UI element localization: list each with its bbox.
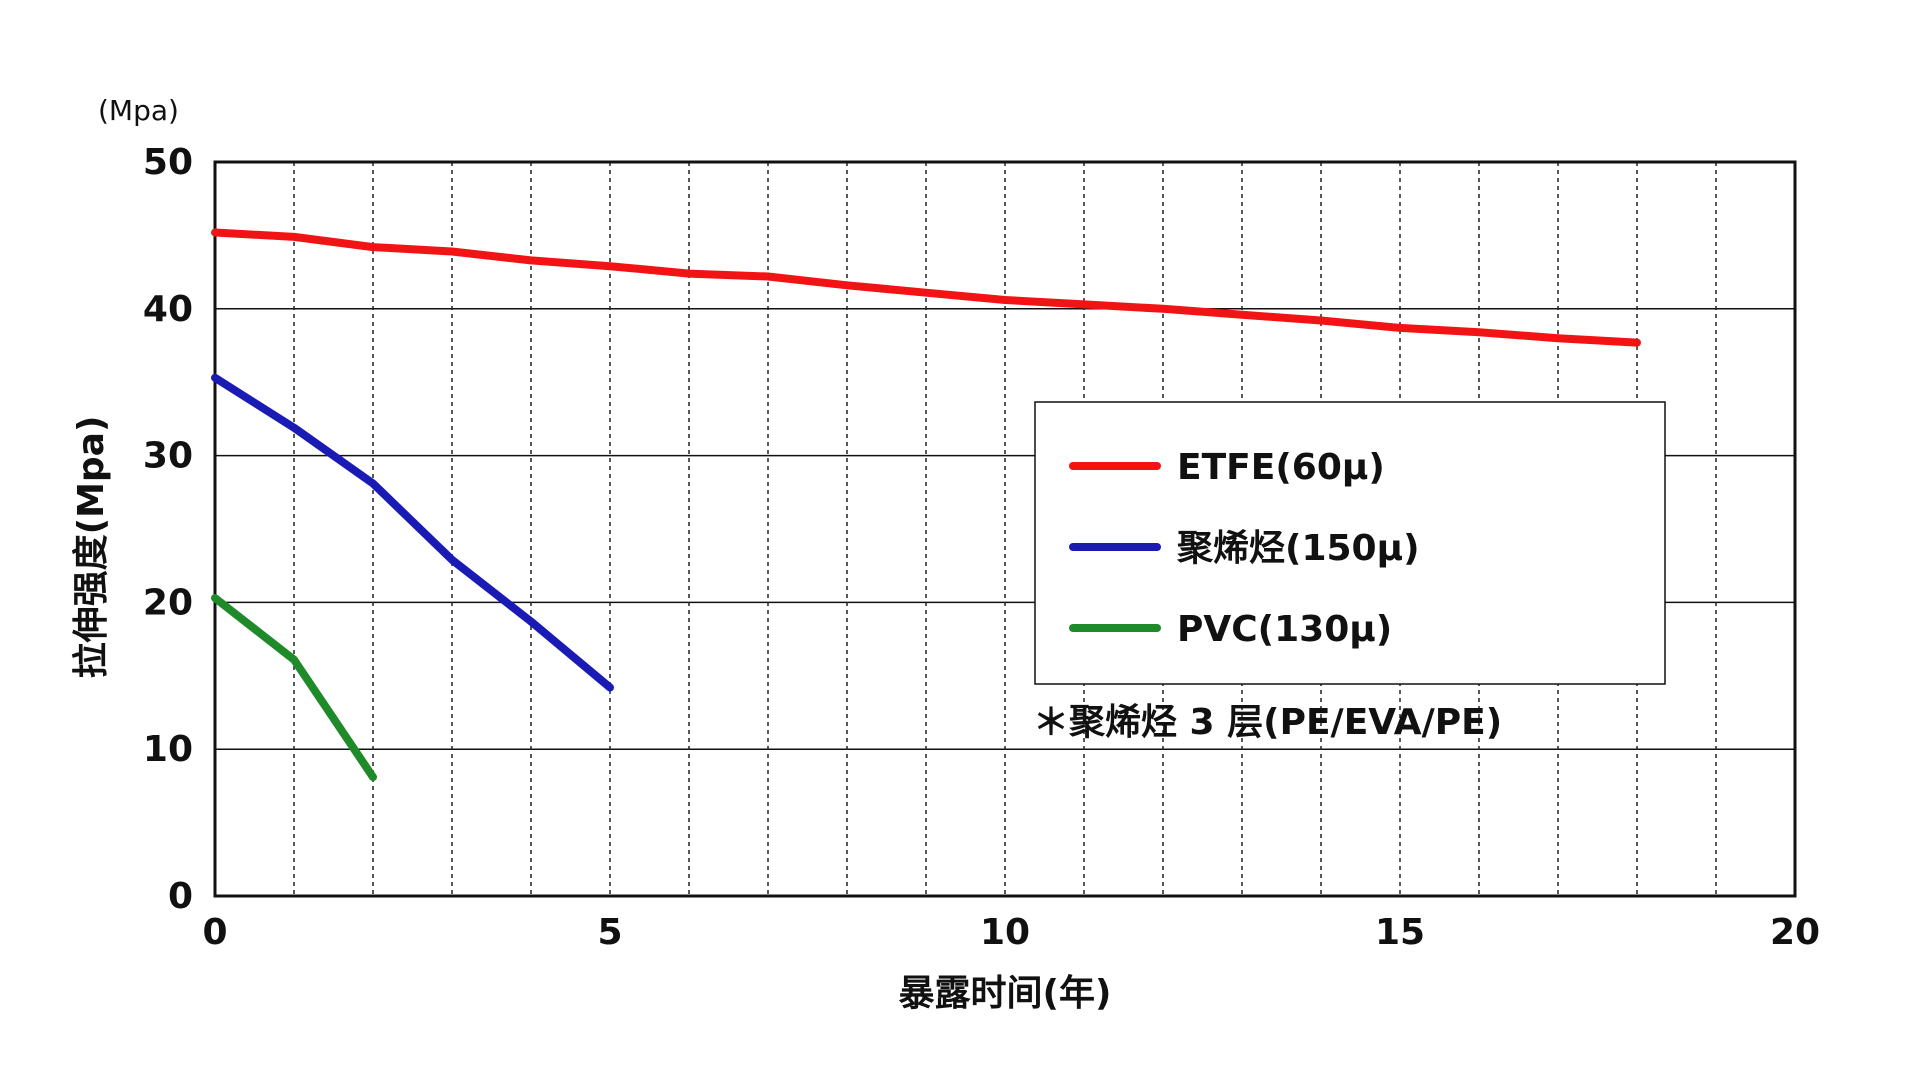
series-line-2 — [211, 594, 377, 782]
x-tick-label: 15 — [1375, 912, 1425, 953]
legend-label: 聚烯烃(150μ) — [1176, 528, 1420, 569]
series-line-0 — [211, 228, 1641, 347]
annotation-note: ＊聚烯烃 3 层(PE/EVA/PE) — [1033, 702, 1502, 743]
y-tick-label: 0 — [168, 876, 193, 917]
x-tick-label: 5 — [597, 912, 622, 953]
x-tick-label: 0 — [202, 912, 227, 953]
series-line-1 — [211, 373, 614, 692]
tick-labels: 0 10 20 30 40 50 0 5 10 15 20 — [143, 142, 1820, 953]
series-layer — [211, 228, 1641, 782]
y-tick-label: 30 — [143, 436, 193, 477]
plot-frame — [213, 160, 1797, 898]
x-tick-label: 20 — [1770, 912, 1820, 953]
y-tick-label: 20 — [143, 582, 193, 623]
y-unit-label: (Mpa) — [98, 94, 179, 127]
y-axis-title: 拉伸强度(Mpa) — [71, 416, 112, 679]
y-tick-label: 40 — [143, 289, 193, 330]
y-tick-label: 10 — [143, 729, 193, 770]
x-axis-title: 暴露时间(年) — [899, 973, 1112, 1014]
legend-label: ETFE(60μ) — [1177, 447, 1385, 488]
x-tick-label: 10 — [980, 912, 1030, 953]
y-tick-label: 50 — [143, 142, 193, 183]
legend-label: PVC(130μ) — [1177, 609, 1392, 650]
legend: ETFE(60μ) 聚烯烃(150μ) PVC(130μ) — [1034, 401, 1666, 685]
